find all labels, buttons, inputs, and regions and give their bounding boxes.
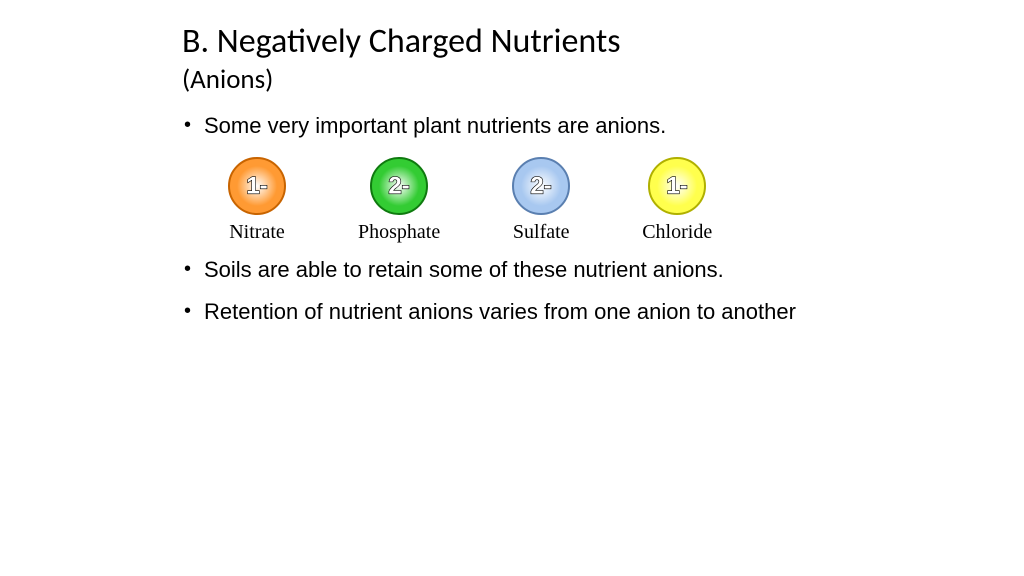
- ion-charge: 1-: [667, 172, 688, 199]
- ion-sphere-icon: 2-: [510, 155, 572, 217]
- bullet-1: Some very important plant nutrients are …: [182, 112, 802, 141]
- bullet-list: Some very important plant nutrients are …: [182, 112, 1024, 327]
- ion-sulfate: 2- Sulfate: [510, 155, 572, 244]
- slide-subtitle: (Anions): [182, 63, 1024, 96]
- ion-label: Chloride: [642, 221, 712, 244]
- ion-label: Nitrate: [229, 221, 285, 244]
- bullet-2: Soils are able to retain some of these n…: [182, 256, 802, 285]
- slide-title: B. Negatively Charged Nutrients: [182, 22, 1024, 61]
- ion-charge: 2-: [531, 172, 552, 199]
- ion-label: Sulfate: [513, 221, 570, 244]
- ion-sphere-icon: 1-: [646, 155, 708, 217]
- ions-row: 1- Nitrate 2- Phosphate: [226, 155, 1024, 244]
- ion-charge: 1-: [246, 172, 267, 199]
- ion-sphere-icon: 2-: [368, 155, 430, 217]
- ion-sphere-icon: 1-: [226, 155, 288, 217]
- ion-chloride: 1- Chloride: [642, 155, 712, 244]
- ion-label: Phosphate: [358, 221, 440, 244]
- ion-charge: 2-: [388, 172, 409, 199]
- ion-phosphate: 2- Phosphate: [358, 155, 440, 244]
- ion-nitrate: 1- Nitrate: [226, 155, 288, 244]
- bullet-3: Retention of nutrient anions varies from…: [182, 298, 802, 327]
